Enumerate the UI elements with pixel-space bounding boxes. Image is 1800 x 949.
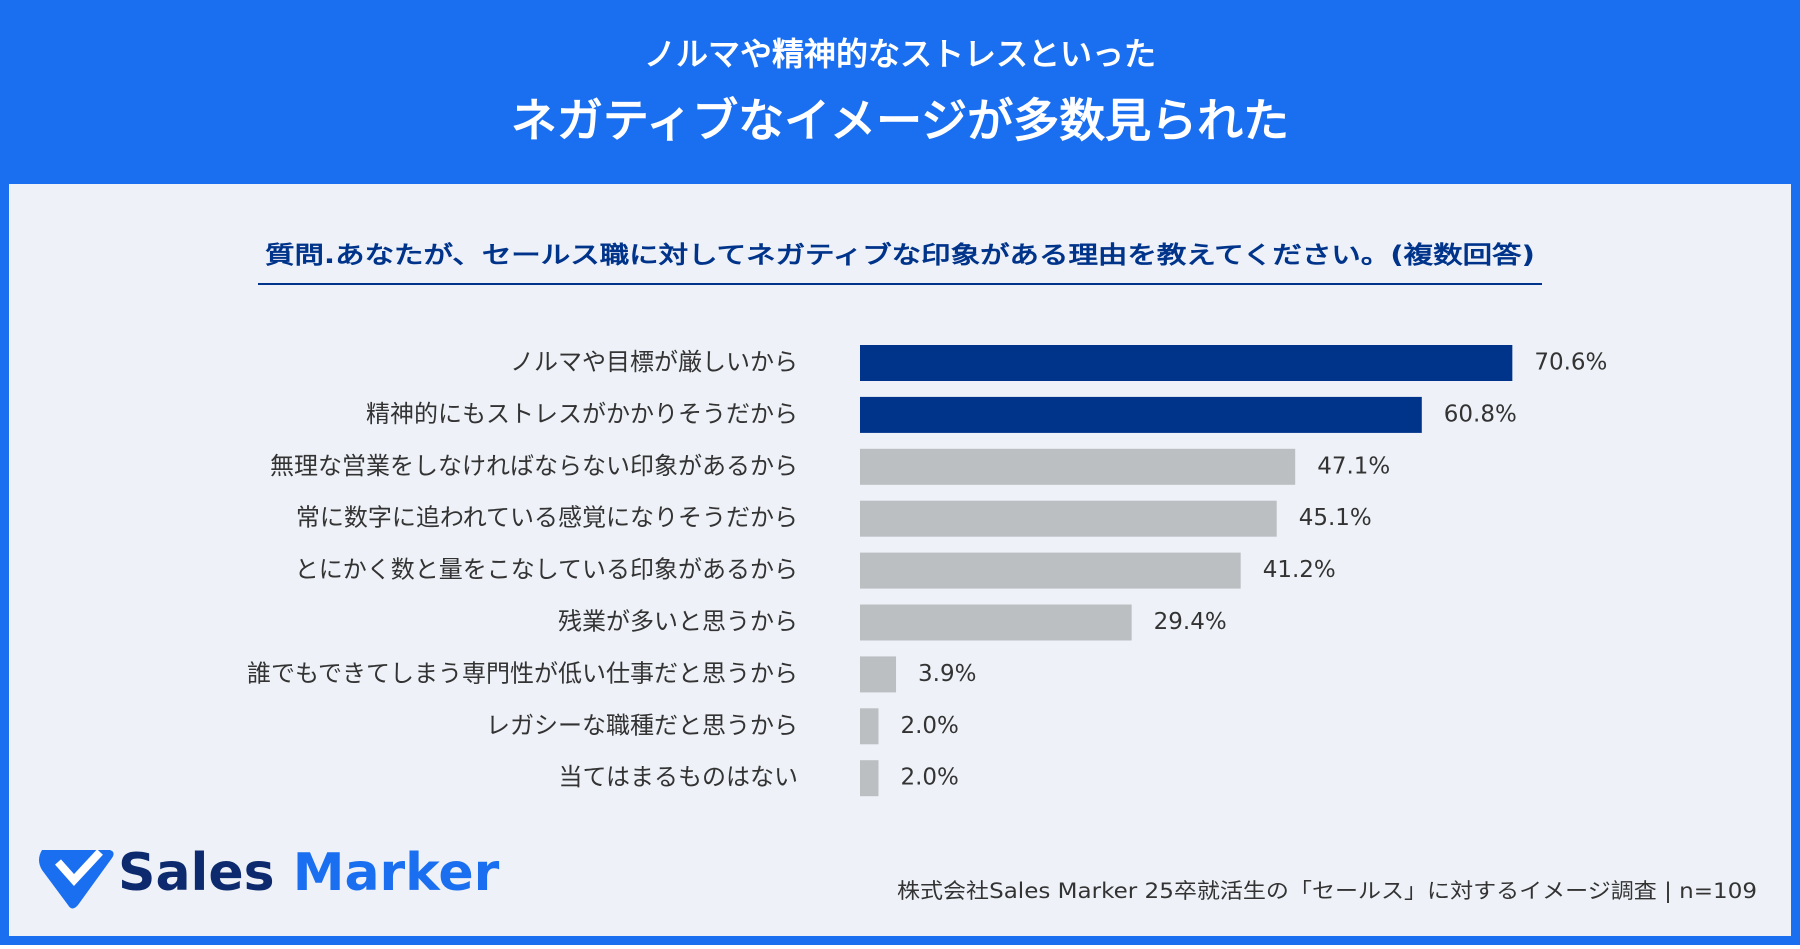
bar: [860, 345, 1513, 381]
category-label: 残業が多いと思うから: [558, 608, 798, 636]
bar: [860, 760, 879, 797]
value-label: 60.8%: [1444, 401, 1517, 427]
value-label: 47.1%: [1317, 453, 1390, 479]
category-label: レガシーな職種だと思うから: [486, 711, 798, 739]
logo-word: Marker: [293, 843, 500, 903]
bar: [860, 396, 1422, 433]
category-label: とにかく数と量をこなしている印象があるから: [295, 556, 798, 584]
value-label: 3.9%: [918, 661, 976, 687]
value-label: 2.0%: [900, 765, 958, 791]
category-label: 精神的にもストレスがかかりそうだから: [366, 400, 798, 428]
logo-text: Sales Marker: [118, 843, 500, 903]
bar: [860, 552, 1241, 589]
value-label: 45.1%: [1299, 505, 1372, 531]
category-label: 無理な営業をしなければならない印象があるから: [270, 452, 798, 480]
category-label: 誰でもできてしまう専門性が低い仕事だと思うから: [247, 659, 798, 687]
category-label: 当てはまるものはない: [558, 763, 798, 791]
bar: [860, 656, 897, 693]
value-label: 2.0%: [900, 713, 958, 739]
value-label: 29.4%: [1154, 609, 1227, 635]
logo: Sales Marker: [39, 843, 500, 909]
logo-word: Sales: [118, 843, 275, 903]
bar: [860, 604, 1132, 641]
value-label: 70.6%: [1534, 350, 1607, 376]
question: 質問.あなたが、セールス職に対してネガティブな印象がある理由を教えてください。(…: [265, 241, 1535, 269]
value-label: 41.2%: [1263, 557, 1336, 583]
logo-check: [55, 849, 103, 886]
category-label: ノルマや目標が厳しいから: [510, 348, 798, 376]
title-line1: ノルマや精神的なストレスといった: [644, 35, 1156, 73]
footer: 株式会社Sales Marker 25卒就活生の「セールス」に対するイメージ調査…: [897, 879, 1757, 904]
bar: [860, 448, 1296, 485]
title-line2: ネガティブなイメージが多数見られた: [511, 94, 1289, 148]
category-label: 常に数字に追われている感覚になりそうだから: [296, 504, 798, 532]
bar: [860, 708, 879, 745]
bar: [860, 500, 1277, 537]
